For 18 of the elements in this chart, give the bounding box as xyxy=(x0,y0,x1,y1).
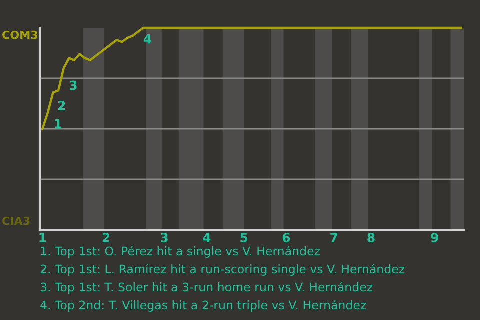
x-tick-label: 4 xyxy=(203,233,211,242)
annotation: 2 xyxy=(58,100,66,110)
x-tick-label: 8 xyxy=(368,233,375,242)
text: 3. Top 1st: T. Soler hit a 3-run home run vs V. Hernández xyxy=(40,282,373,294)
x-tick-label: 2 xyxy=(102,233,110,242)
x-tick-label: 3 xyxy=(161,233,168,242)
text: 2. Top 1st: L. Ramírez hit a run-scoring single vs V. Hernández xyxy=(40,264,405,276)
x-tick-label: 5 xyxy=(240,233,248,242)
text: 1. Top 1st: O. Pérez hit a single vs V. Hernández xyxy=(41,246,320,258)
x-tick-label: 7 xyxy=(330,233,338,242)
x-tick-label: 1 xyxy=(40,233,46,242)
text: COM3 xyxy=(2,30,38,40)
x-tick-label: 9 xyxy=(431,233,438,242)
annotation: 1 xyxy=(55,119,62,128)
annotation: 3 xyxy=(70,80,77,90)
text: 4. Top 2nd: T. Villegas hit a 2-run triple vs V. Hernández xyxy=(40,300,366,312)
annotation: 4 xyxy=(144,34,152,44)
x-tick-label: 6 xyxy=(282,233,290,242)
